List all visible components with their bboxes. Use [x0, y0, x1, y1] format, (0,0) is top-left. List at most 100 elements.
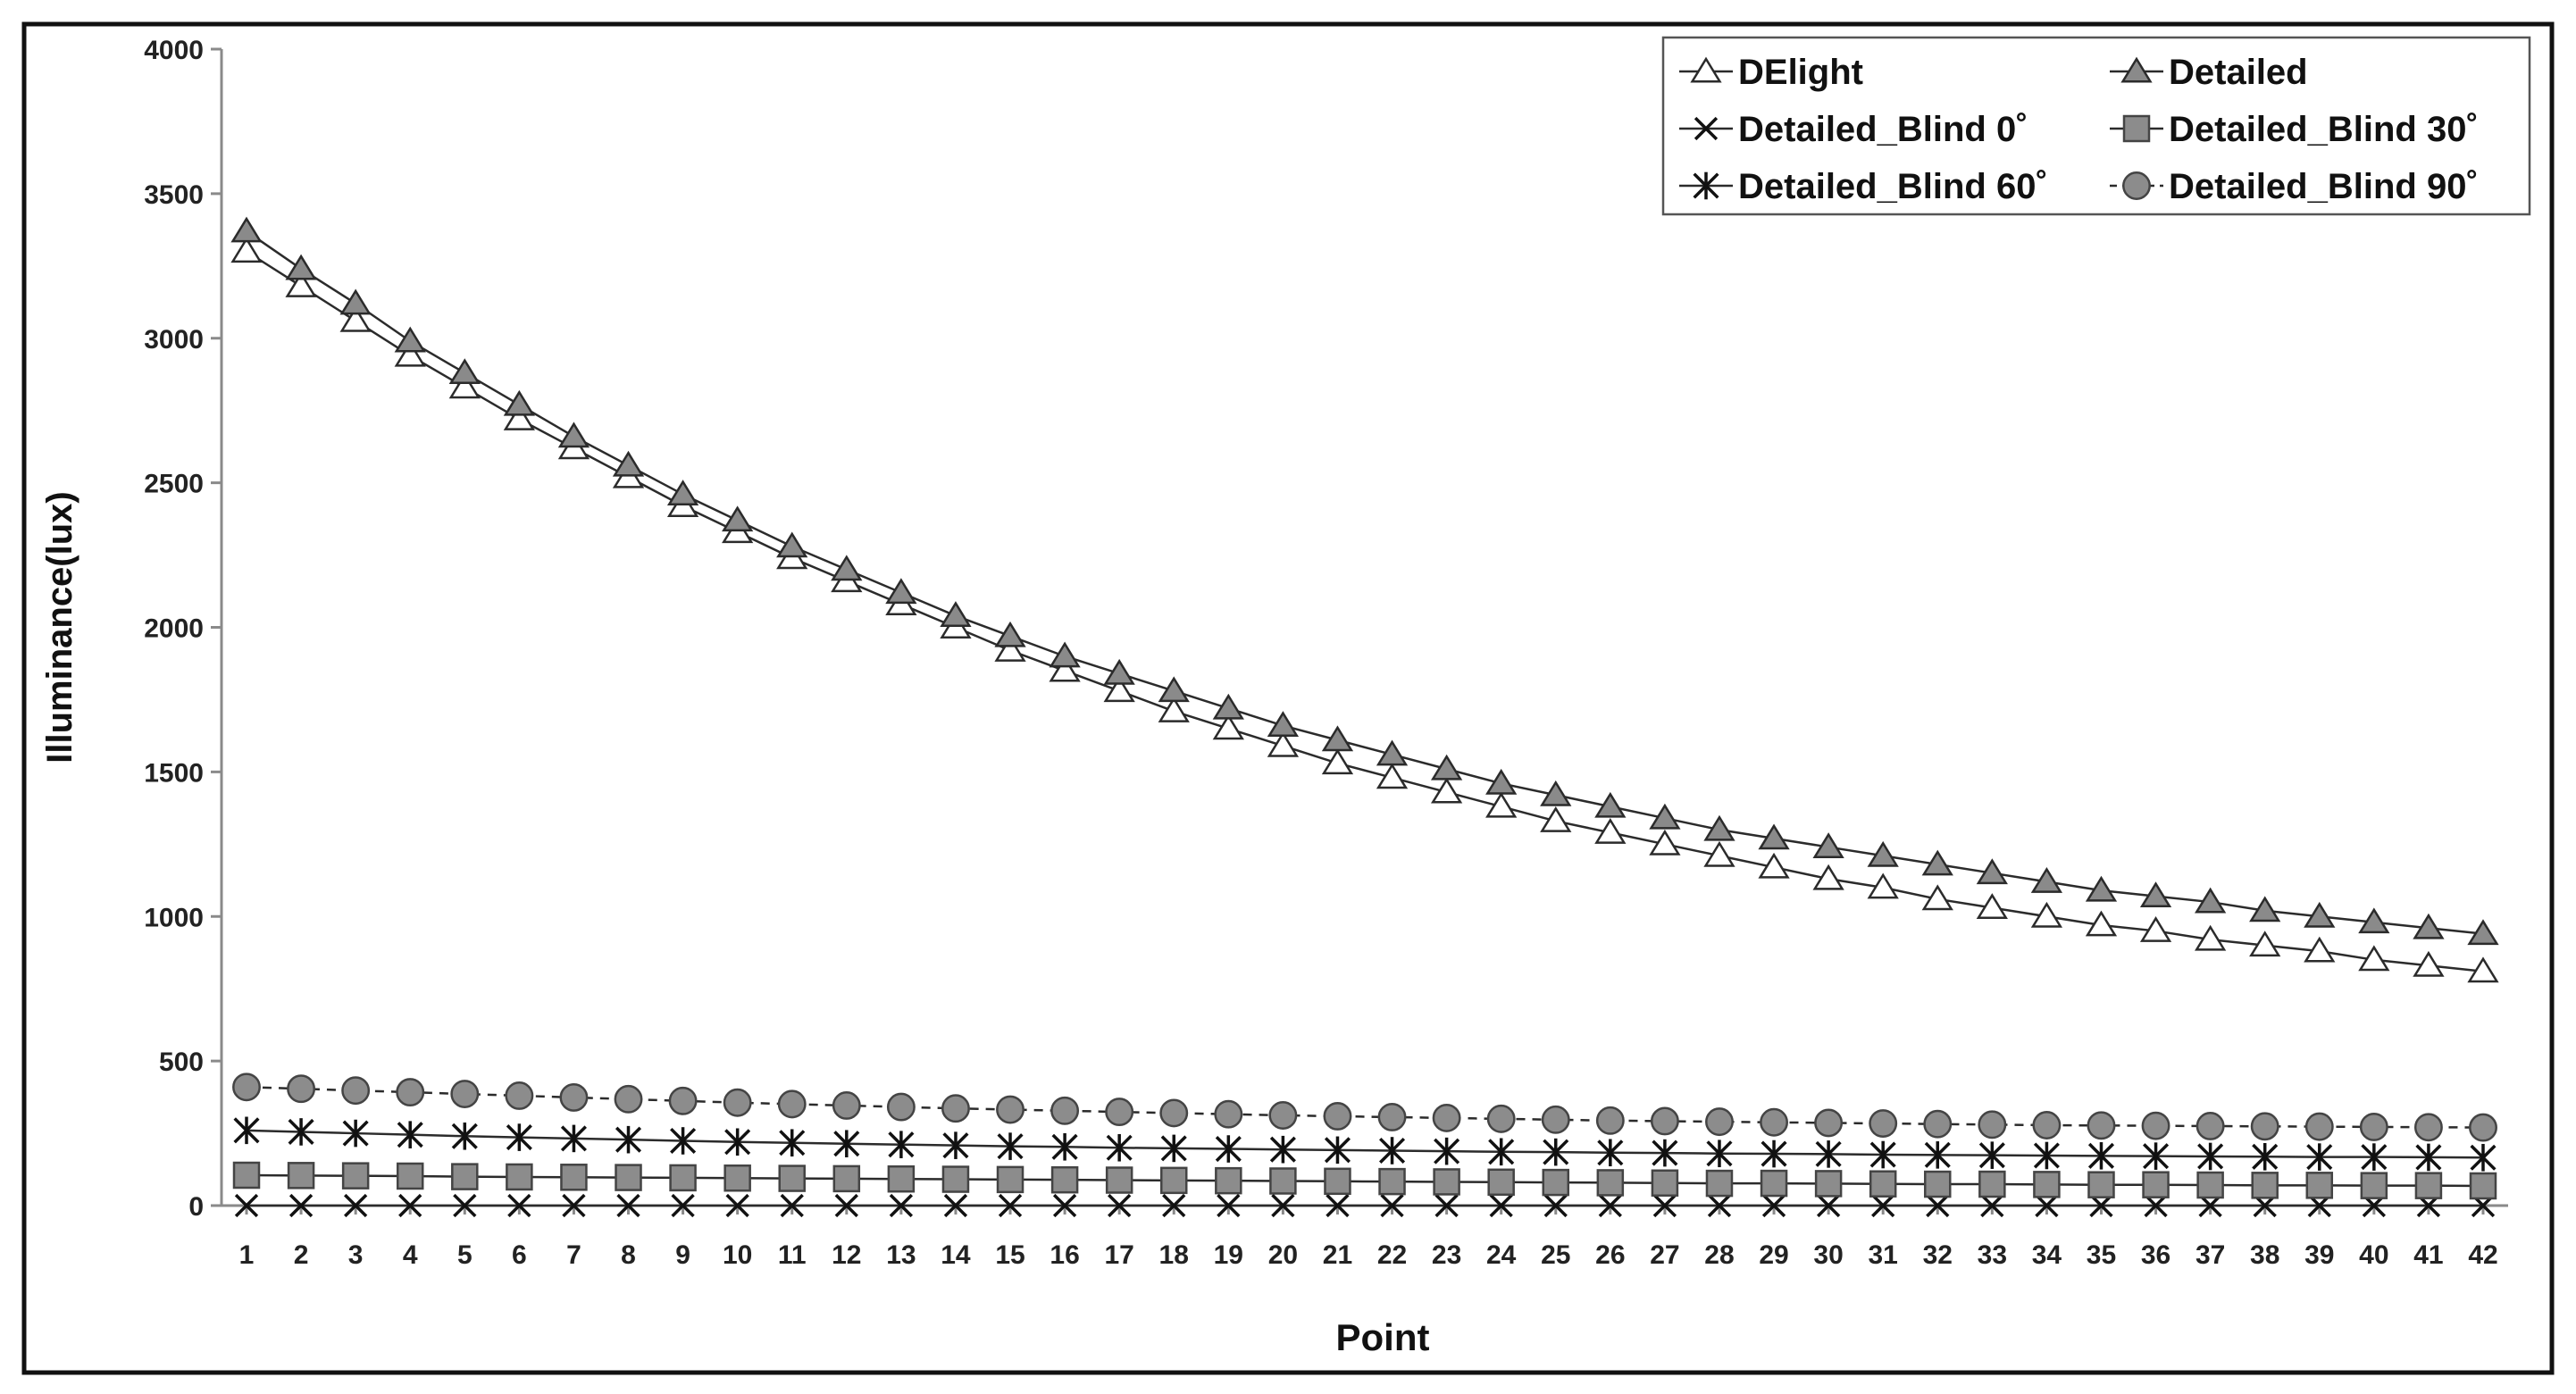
x-tick-label: 31	[1869, 1240, 1898, 1270]
data-point	[889, 1193, 914, 1218]
data-point	[1217, 1193, 1241, 1218]
data-point	[503, 389, 535, 416]
data-point	[1160, 1134, 1187, 1163]
data-point	[2139, 916, 2172, 942]
data-point	[2413, 913, 2445, 939]
data-point	[287, 1074, 316, 1104]
data-point	[940, 601, 972, 627]
data-point	[1267, 730, 1300, 757]
data-point	[230, 237, 263, 263]
data-point	[614, 1084, 643, 1114]
data-point	[2358, 907, 2390, 934]
data-point	[1215, 1166, 1242, 1195]
data-point	[2030, 867, 2063, 893]
x-tick-label: 32	[1923, 1240, 1953, 1270]
data-point	[1488, 1138, 1515, 1166]
data-point	[1649, 829, 1681, 856]
data-point	[888, 1131, 915, 1158]
data-point	[1652, 1193, 1677, 1218]
data-point	[1758, 852, 1790, 879]
data-point	[1540, 780, 1572, 806]
legend-label: Detailed_Blind 90˚	[2169, 167, 2479, 206]
data-point	[1814, 1108, 1844, 1138]
data-point	[1212, 714, 1244, 740]
data-point	[1050, 1096, 1080, 1125]
data-point	[1871, 1193, 1895, 1218]
data-point	[1106, 1133, 1133, 1162]
data-point	[1814, 1170, 1843, 1198]
x-tick-label: 34	[2032, 1240, 2062, 1270]
x-axis-title: Point	[1336, 1316, 1430, 1358]
data-point	[1380, 1193, 1404, 1218]
data-point	[997, 1132, 1024, 1160]
x-tick-label: 12	[832, 1240, 861, 1270]
data-point	[1321, 725, 1354, 752]
data-point	[1215, 1135, 1242, 1163]
data-point	[1594, 817, 1627, 844]
data-point	[671, 1193, 695, 1218]
data-point	[1158, 676, 1190, 703]
data-point	[1978, 1170, 2006, 1198]
data-point	[396, 1162, 424, 1190]
data-point	[562, 1193, 586, 1218]
data-point	[1924, 1141, 1951, 1169]
data-point	[2359, 1112, 2388, 1141]
x-tick-label: 33	[1978, 1240, 2007, 1270]
x-tick-label: 1	[239, 1240, 255, 1270]
data-point	[942, 1131, 969, 1159]
x-tick-label: 42	[2468, 1240, 2497, 1270]
x-tick-label: 9	[675, 1240, 690, 1270]
data-point	[234, 1193, 259, 1218]
data-point	[560, 1124, 587, 1153]
data-point	[398, 1193, 422, 1218]
data-point	[1485, 791, 1518, 818]
series-line-5	[246, 1129, 2484, 1159]
data-point	[2415, 1143, 2442, 1172]
data-point	[831, 555, 863, 581]
x-tick-label: 2	[294, 1240, 309, 1270]
x-tick-label: 38	[2250, 1240, 2279, 1270]
y-tick-label: 1000	[144, 903, 204, 932]
data-point	[832, 1091, 861, 1120]
data-point	[1867, 840, 1899, 867]
data-point	[887, 1164, 916, 1193]
data-point	[1976, 858, 2008, 885]
data-point	[2467, 956, 2499, 983]
data-point	[341, 1076, 371, 1106]
data-point	[2469, 1172, 2497, 1200]
data-point	[1598, 1193, 1622, 1218]
data-point	[2469, 1113, 2497, 1142]
data-point	[1760, 1107, 1788, 1137]
data-point	[1434, 1137, 1460, 1165]
x-tick-label: 3	[348, 1240, 364, 1270]
data-point	[339, 305, 372, 332]
data-point	[2197, 1142, 2224, 1171]
data-point	[779, 1129, 806, 1157]
data-point	[1377, 1102, 1407, 1131]
data-point	[451, 1163, 479, 1190]
x-tick-label: 41	[2413, 1240, 2443, 1270]
data-point	[1268, 1101, 1298, 1130]
data-point	[1052, 1193, 1077, 1218]
x-tick-label: 20	[1268, 1240, 1298, 1270]
data-point	[941, 1165, 970, 1193]
data-point	[2413, 950, 2445, 977]
x-tick-label: 25	[1541, 1240, 1570, 1270]
data-point	[285, 271, 317, 297]
data-point	[668, 1086, 698, 1115]
data-point	[777, 1089, 807, 1119]
data-point	[288, 1118, 314, 1146]
data-point	[2195, 1112, 2225, 1140]
data-point	[1924, 1170, 1952, 1198]
data-point	[397, 1121, 423, 1148]
data-point	[2249, 896, 2281, 922]
data-point	[669, 1164, 697, 1192]
data-point	[2361, 1143, 2388, 1171]
data-point	[1324, 1167, 1351, 1196]
data-point	[996, 1165, 1025, 1194]
data-point	[232, 1161, 261, 1189]
data-point	[2033, 1171, 2061, 1198]
data-point	[1978, 1110, 2007, 1139]
data-point	[2358, 945, 2390, 972]
y-tick-label: 2500	[144, 470, 204, 499]
